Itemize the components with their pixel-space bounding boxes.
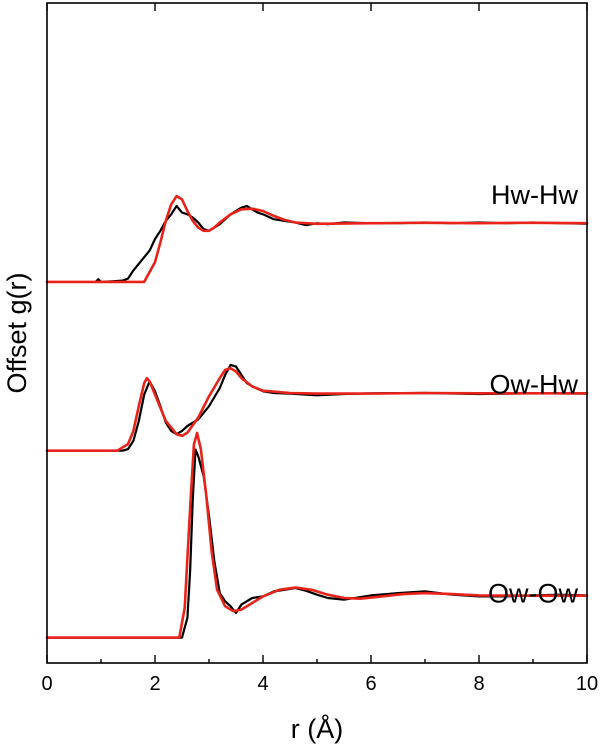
x-tick-label: 6 <box>365 673 376 695</box>
series-label-ow-ow: Ow-Ow <box>488 579 578 609</box>
series-line-hw-hw-experimental <box>94 204 589 283</box>
plot-lines <box>45 194 589 639</box>
series-line-ow-ow-experimental <box>45 448 589 639</box>
x-tick-label: 4 <box>257 673 268 695</box>
x-axis-ticks: 0 2 4 6 8 10 <box>41 3 598 695</box>
x-tick-label: 0 <box>41 673 52 695</box>
series-label-ow-hw: Ow-Hw <box>490 370 579 400</box>
series-labels: Hw-Hw Ow-Hw Ow-Ow <box>488 180 578 609</box>
series-label-hw-hw: Hw-Hw <box>491 180 578 210</box>
series-line-ow-ow-model <box>45 431 589 639</box>
plot-frame <box>46 2 588 664</box>
x-axis-label: r (Å) <box>291 713 343 744</box>
series-line-ow-hw-model <box>45 366 589 452</box>
x-tick-label: 2 <box>149 673 160 695</box>
y-axis-label: Offset g(r) <box>2 272 32 393</box>
x-tick-label: 10 <box>576 673 598 695</box>
x-tick-label: 8 <box>473 673 484 695</box>
series-line-hw-hw-model <box>45 194 589 284</box>
